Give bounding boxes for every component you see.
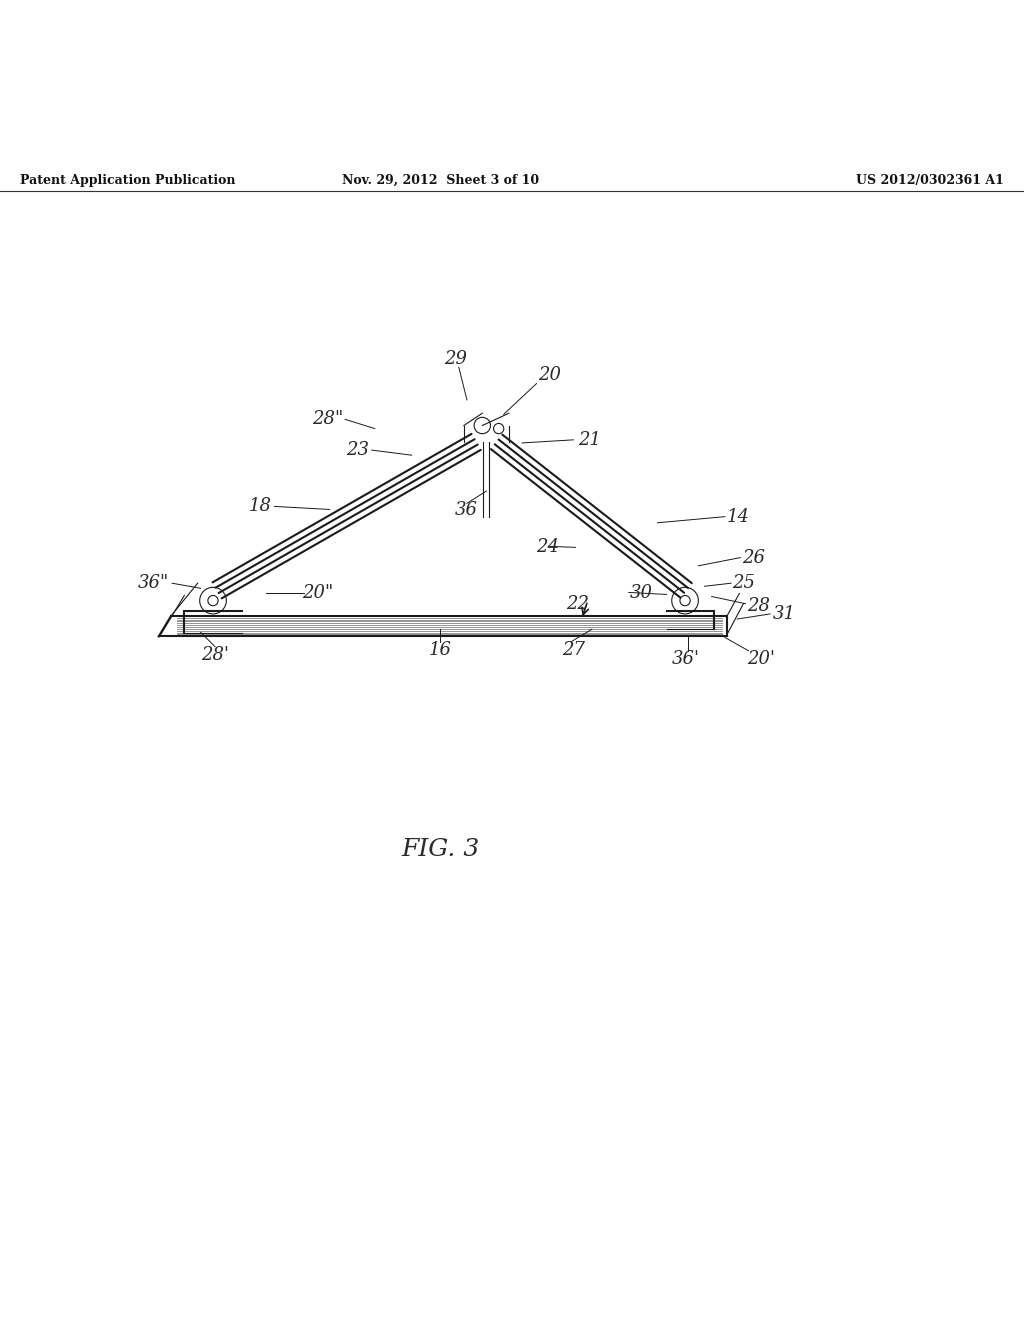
Text: 23: 23 — [346, 441, 369, 459]
Text: 36: 36 — [455, 502, 477, 519]
Text: 20: 20 — [538, 366, 560, 384]
Text: 28': 28' — [201, 645, 229, 664]
Text: 36': 36' — [672, 649, 700, 668]
Text: 31: 31 — [773, 605, 796, 623]
Text: 16: 16 — [429, 640, 452, 659]
Text: 21: 21 — [579, 430, 601, 449]
Text: 14: 14 — [727, 508, 750, 525]
Text: Nov. 29, 2012  Sheet 3 of 10: Nov. 29, 2012 Sheet 3 of 10 — [342, 174, 539, 186]
Text: 25: 25 — [732, 574, 755, 593]
Text: 22: 22 — [566, 595, 589, 612]
Text: 29: 29 — [444, 350, 467, 368]
Text: 24: 24 — [537, 539, 559, 556]
Text: 20": 20" — [302, 585, 334, 602]
Text: 20': 20' — [748, 649, 775, 668]
Text: 28: 28 — [748, 597, 770, 615]
Text: US 2012/0302361 A1: US 2012/0302361 A1 — [856, 174, 1004, 186]
Text: 18: 18 — [249, 498, 271, 515]
Text: 26: 26 — [742, 549, 765, 566]
Text: 30: 30 — [630, 585, 652, 602]
Text: 27: 27 — [562, 640, 585, 659]
Text: FIG. 3: FIG. 3 — [401, 838, 479, 861]
Text: 28": 28" — [311, 411, 343, 429]
Text: Patent Application Publication: Patent Application Publication — [20, 174, 236, 186]
Text: 36": 36" — [137, 574, 169, 593]
